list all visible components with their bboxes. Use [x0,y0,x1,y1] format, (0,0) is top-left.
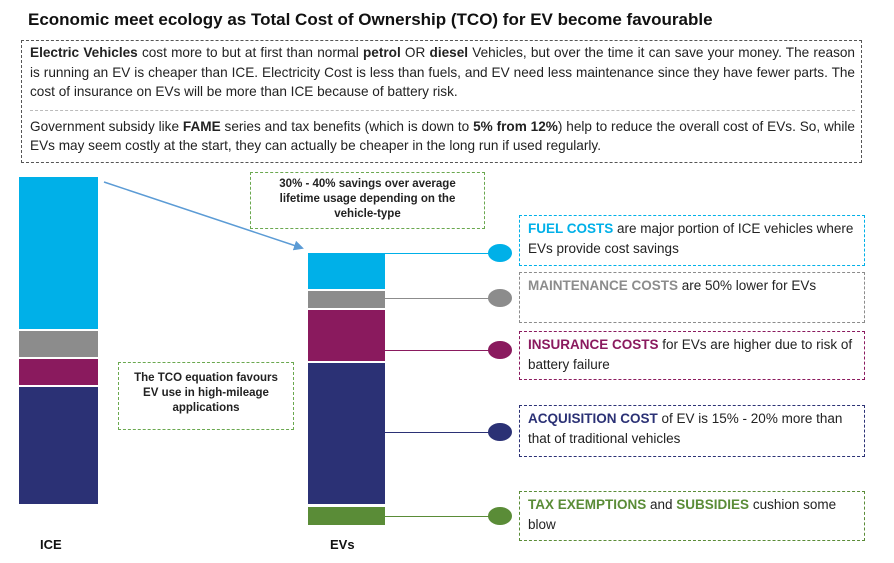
acquisition-note-text: of EV is 15% - 20% more than that of tra… [528,411,843,446]
arrow-line [103,181,304,251]
tax-note-heading-1: TAX EXEMPTIONS [528,497,647,512]
tax-connector [385,516,489,517]
ice-fuel-segment [19,177,98,329]
tco-callout: The TCO equation favours EV use in high-… [118,362,294,430]
tax-note-mid: and [646,497,677,512]
ev-term: Electric Vehicles [30,45,138,60]
tax-note-heading-2: SUBSIDIES [676,497,750,512]
intro-text: cost more to but at first than normal [137,45,363,60]
insurance-dot [488,341,512,359]
ev-fuel-segment [308,253,385,289]
ev-maintenance-segment [308,291,385,308]
acquisition-note-heading: ACQUISITION COST [528,411,658,426]
intro-paragraph-1: Electric Vehicles cost more to but at fi… [30,43,855,102]
intro-box: Electric Vehicles cost more to but at fi… [21,40,862,163]
tax-note: TAX EXEMPTIONS and SUBSIDIES cushion som… [519,491,865,541]
insurance-connector [385,350,489,351]
maintenance-connector [385,298,489,299]
ice-insurance-segment [19,359,98,385]
petrol-term: petrol [362,45,401,60]
maintenance-note-text: are 50% lower for EVs [678,278,817,293]
ice-acquisition-segment [19,387,98,504]
tax-note-text: cushion some blow [528,497,837,532]
intro-text: series and tax benefits (which is down t… [220,118,474,134]
intro-divider [30,109,855,111]
diesel-term: diesel [429,45,469,60]
ev-tax-segment [308,507,385,525]
intro-text: Vehicles, but over the time it can save … [30,45,855,100]
maintenance-dot [488,289,512,307]
acquisition-dot [488,423,512,441]
savings-callout: 30% - 40% savings over average lifetime … [250,172,485,229]
ice-maintenance-segment [19,331,98,357]
insurance-note-text: for EVs are higher due to risk of batter… [528,337,853,372]
evs-label: EVs [330,537,355,552]
acquisition-note: ACQUISITION COST of EV is 15% - 20% more… [519,405,865,457]
fuel-note-text: are major portion of ICE vehicles where … [528,221,854,256]
ev-acquisition-segment [308,363,385,504]
ice-label: ICE [40,537,62,552]
intro-paragraph-2: Government subsidy like FAME series and … [30,117,855,156]
intro-text: OR [400,45,430,60]
fame-term: FAME [182,118,221,134]
intro-text: ) help to reduce the overall cost of EVs… [30,118,855,154]
fuel-connector [385,253,489,254]
fuel-dot [488,244,512,262]
page-title: Economic meet ecology as Total Cost of O… [28,10,713,29]
ev-insurance-segment [308,310,385,361]
maintenance-note-heading: MAINTENANCE COSTS [528,278,679,293]
fuel-note: FUEL COSTS are major portion of ICE vehi… [519,215,865,266]
intro-text: Government subsidy like [30,118,183,134]
maintenance-note: MAINTENANCE COSTS are 50% lower for EVs [519,272,865,323]
tax-rate: 5% from 12% [473,118,558,134]
insurance-note-heading: INSURANCE COSTS [528,337,659,352]
fuel-note-heading: FUEL COSTS [528,221,614,236]
acquisition-connector [385,432,489,433]
tax-dot [488,507,512,525]
insurance-note: INSURANCE COSTS for EVs are higher due t… [519,331,865,380]
